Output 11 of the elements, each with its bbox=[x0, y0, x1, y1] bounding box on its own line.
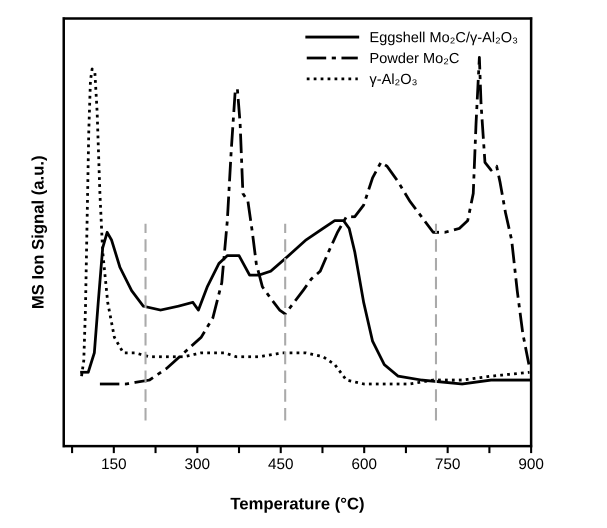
legend-label: Powder Mo₂C bbox=[370, 52, 459, 64]
x-tick-label: 150 bbox=[102, 458, 126, 470]
x-tick-label: 750 bbox=[436, 458, 460, 470]
legend-label: Eggshell Mo₂C/γ-Al₂O₃ bbox=[370, 32, 518, 46]
x-tick-label: 600 bbox=[352, 458, 376, 470]
x-tick-label: 450 bbox=[268, 458, 293, 470]
x-tick-label: 300 bbox=[185, 458, 210, 470]
y-axis-title: MS Ion Signal (a.u.) bbox=[31, 156, 48, 308]
legend-label: γ-Al₂O₃ bbox=[370, 73, 417, 87]
x-axis-title: Temperature (°C) bbox=[230, 497, 364, 513]
x-tick-label: 900 bbox=[519, 458, 544, 470]
